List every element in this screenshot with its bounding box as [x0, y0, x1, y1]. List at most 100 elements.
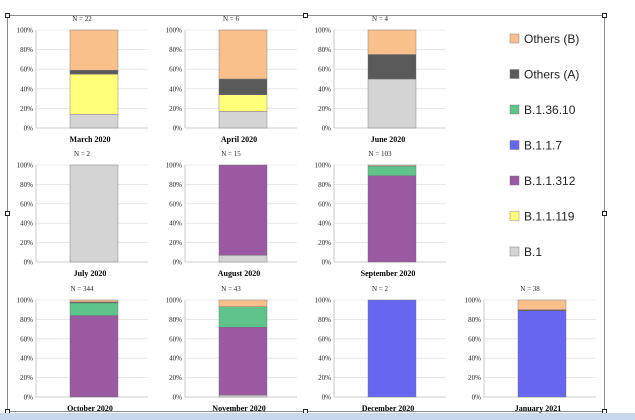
legend-swatch-b-1 — [509, 246, 520, 257]
y-tick-label: 80% — [20, 181, 33, 189]
y-tick-label: 60% — [20, 200, 33, 208]
y-tick-label: 40% — [169, 220, 182, 228]
sample-size-label: N = 22 — [72, 15, 92, 23]
sample-size-label: N = 6 — [223, 15, 240, 23]
bar-segment-october-2020-others-b — [69, 299, 119, 303]
sample-size-label: N = 4 — [372, 15, 389, 23]
y-tick-label: 0% — [173, 125, 183, 133]
y-tick-label: 100% — [166, 297, 183, 305]
panel-title: December 2020 — [362, 404, 415, 413]
bar-segment-january-2021-others-b — [517, 299, 567, 310]
bar-segment-june-2020-others-a — [367, 54, 417, 80]
sample-size-label: N = 2 — [74, 150, 91, 158]
bar-segment-november-2020-b-1-1-312 — [218, 326, 268, 396]
y-tick-label: 40% — [318, 355, 331, 363]
legend-label-b-1-1-119: B.1.1.119 — [524, 210, 575, 224]
y-tick-label: 100% — [166, 27, 183, 35]
y-tick-label: 20% — [169, 374, 182, 382]
panel-title: July 2020 — [74, 269, 107, 278]
y-tick-label: 100% — [315, 162, 332, 170]
legend-swatch-b-1-1-7 — [509, 140, 520, 150]
resize-handle-top-middle[interactable] — [303, 13, 308, 18]
bar-segment-august-2020-b-1 — [218, 255, 268, 263]
y-tick-label: 0% — [24, 394, 34, 402]
resize-handle-middle-right[interactable] — [602, 211, 607, 216]
bar-segment-july-2020-b-1 — [69, 164, 119, 263]
legend-label-b-1-1-7: B.1.1.7 — [524, 139, 562, 153]
y-tick-label: 20% — [318, 105, 331, 113]
y-tick-label: 0% — [173, 394, 183, 402]
y-tick-label: 100% — [17, 297, 34, 305]
resize-handle-top-left[interactable] — [5, 13, 10, 18]
panel-title: April 2020 — [221, 135, 257, 144]
y-tick-label: 0% — [472, 394, 482, 402]
bar-segment-march-2020-others-a — [69, 69, 119, 75]
y-tick-label: 40% — [318, 85, 331, 93]
y-tick-label: 40% — [20, 85, 33, 93]
bar-segment-november-2020-b-1-36-10 — [218, 306, 268, 328]
y-tick-label: 40% — [169, 355, 182, 363]
bar-segment-september-2020-b-1-1-312 — [367, 175, 417, 263]
panel-title: August 2020 — [218, 269, 260, 278]
y-tick-label: 0% — [173, 259, 183, 267]
bar-segment-january-2021-b-1-1-7 — [517, 310, 567, 398]
bar-segment-november-2020-b-1 — [218, 394, 268, 398]
bar-segment-march-2020-others-b — [69, 29, 119, 71]
legend-swatch-b-1-1-312 — [509, 175, 520, 186]
y-tick-label: 40% — [468, 355, 481, 363]
y-tick-label: 80% — [20, 316, 33, 324]
resize-handle-top-right[interactable] — [602, 13, 607, 18]
panel-title: March 2020 — [70, 135, 111, 144]
y-tick-label: 80% — [169, 316, 182, 324]
y-tick-label: 20% — [318, 239, 331, 247]
bar-segment-october-2020-b-1-36-10 — [69, 302, 119, 316]
y-tick-label: 20% — [20, 374, 33, 382]
y-tick-label: 80% — [169, 181, 182, 189]
legend-swatch-b-1-36-10 — [509, 104, 520, 115]
y-tick-label: 0% — [24, 125, 34, 133]
y-tick-label: 80% — [318, 46, 331, 54]
y-tick-label: 60% — [318, 200, 331, 208]
y-tick-label: 100% — [17, 162, 34, 170]
sample-size-label: N = 103 — [368, 150, 392, 158]
sample-size-label: N = 344 — [70, 285, 94, 293]
panel-title: October 2020 — [67, 404, 113, 413]
y-tick-label: 100% — [166, 162, 183, 170]
legend-swatch-others-b — [509, 33, 520, 44]
y-tick-label: 60% — [169, 66, 182, 74]
legend-swatch-others-a — [509, 69, 520, 79]
y-tick-label: 60% — [468, 335, 481, 343]
bar-segment-september-2020-b-1-36-10 — [367, 165, 417, 176]
window-bottom-bar — [0, 413, 635, 420]
y-tick-label: 100% — [315, 27, 332, 35]
bar-segment-october-2020-b-1-1-312 — [69, 315, 119, 398]
y-tick-label: 60% — [169, 200, 182, 208]
y-tick-label: 0% — [322, 125, 332, 133]
y-tick-label: 0% — [322, 259, 332, 267]
sample-size-label: N = 2 — [372, 285, 389, 293]
panel-title: November 2020 — [212, 404, 265, 413]
panel-title: January 2021 — [515, 404, 561, 413]
y-tick-label: 80% — [20, 46, 33, 54]
y-tick-label: 40% — [169, 85, 182, 93]
y-tick-label: 0% — [322, 394, 332, 402]
panel-title: September 2020 — [361, 269, 416, 278]
bar-segment-november-2020-others-b — [218, 299, 268, 307]
bar-segment-december-2020-b-1-1-7 — [367, 299, 417, 398]
y-tick-label: 40% — [20, 355, 33, 363]
legend-label-others-b: Others (B) — [524, 32, 579, 46]
y-tick-label: 60% — [318, 335, 331, 343]
bar-segment-march-2020-b-1-1-119 — [69, 73, 119, 115]
panel-title: June 2020 — [371, 135, 405, 144]
y-tick-label: 100% — [17, 27, 34, 35]
y-tick-label: 60% — [20, 335, 33, 343]
y-tick-label: 20% — [468, 374, 481, 382]
bar-segment-june-2020-others-b — [367, 29, 417, 55]
bar-segment-april-2020-others-b — [218, 29, 268, 80]
y-tick-label: 80% — [169, 46, 182, 54]
bar-segment-september-2020-others-b — [367, 164, 417, 167]
y-tick-label: 20% — [318, 374, 331, 382]
resize-handle-middle-left[interactable] — [5, 211, 10, 216]
